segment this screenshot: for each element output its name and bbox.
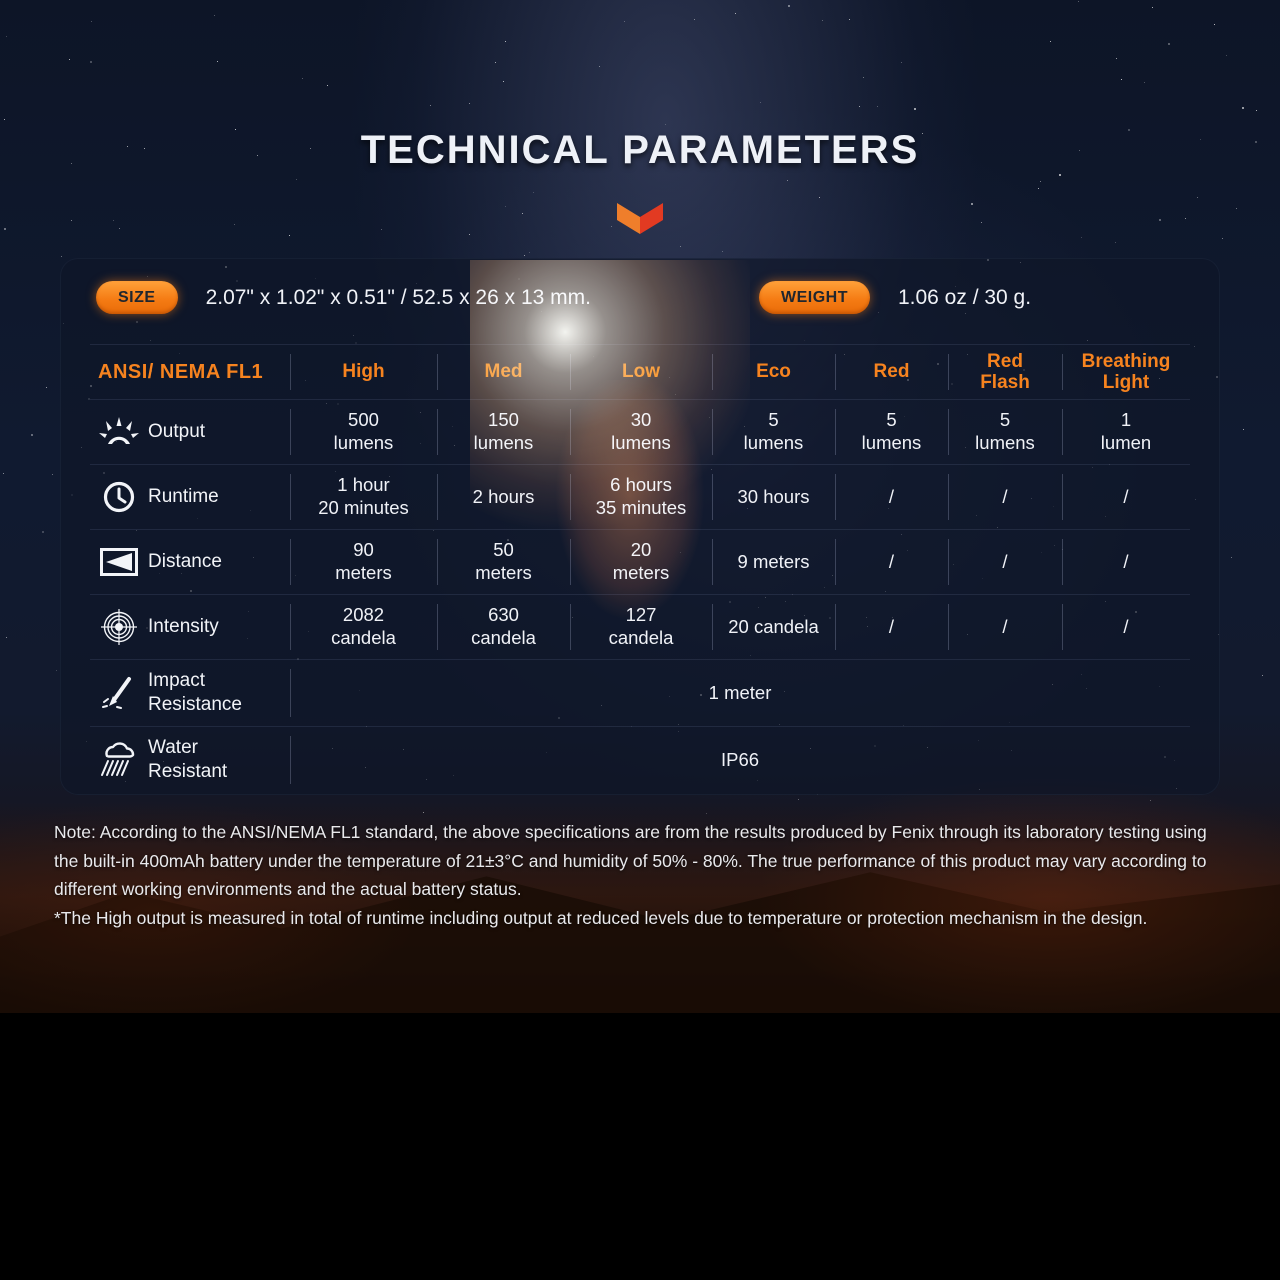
cell-runtime-high: 1 hour 20 minutes [290, 465, 437, 529]
row-header: Runtime [90, 465, 290, 529]
cell-intensity-low: 127 candela [570, 595, 712, 659]
cell-output-redflash: 5 lumens [948, 400, 1062, 464]
cell-distance-redflash: / [948, 530, 1062, 594]
row-label: Intensity [148, 616, 219, 638]
footnote-asterisk: *The High output is measured in total of… [54, 908, 1148, 929]
impact-icon [90, 676, 148, 710]
size-weight-row: SIZE 2.07" x 1.02" x 0.51" / 52.5 x 26 x… [60, 258, 1220, 314]
cell-output-med: 150 lumens [437, 400, 570, 464]
footnote-block: Note: According to the ANSI/NEMA FL1 sta… [54, 818, 1228, 933]
cell-output-low: 30 lumens [570, 400, 712, 464]
spec-panel: SIZE 2.07" x 1.02" x 0.51" / 52.5 x 26 x… [60, 258, 1220, 795]
cell-intensity-breathing: / [1062, 595, 1190, 659]
header-breathing-light: Breathing Light [1062, 345, 1190, 399]
sun-rays-icon [90, 417, 148, 447]
cell-intensity-red: / [835, 595, 948, 659]
stars-layer-2 [0, 0, 2, 2]
row-header: Output [90, 400, 290, 464]
bottom-black-bar [0, 1013, 1280, 1280]
header-low: Low [570, 345, 712, 399]
size-value: 2.07" x 1.02" x 0.51" / 52.5 x 26 x 13 m… [205, 285, 591, 309]
cell-distance-eco: 9 meters [712, 530, 835, 594]
table-row-output: Output 500 lumens 150 lumens 30 lumens 5… [90, 399, 1190, 464]
cell-distance-high: 90 meters [290, 530, 437, 594]
cell-runtime-med: 2 hours [437, 465, 570, 529]
clock-icon [90, 481, 148, 513]
row-label: Runtime [148, 486, 219, 508]
header-high: High [290, 345, 437, 399]
table-row-water-resistant: Water Resistant IP66 [90, 726, 1190, 793]
chevron-down-icon [617, 203, 663, 235]
row-header: Water Resistant [90, 727, 290, 793]
page-title: TECHNICAL PARAMETERS [360, 128, 920, 172]
cell-runtime-redflash: / [948, 465, 1062, 529]
cell-impact-value: 1 meter [290, 660, 1190, 726]
footnote-text: Note: According to the ANSI/NEMA FL1 sta… [54, 822, 1207, 900]
cell-distance-breathing: / [1062, 530, 1190, 594]
cell-output-breathing: 1 lumen [1062, 400, 1190, 464]
row-header: Distance [90, 530, 290, 594]
table-row-runtime: Runtime 1 hour 20 minutes 2 hours 6 hour… [90, 464, 1190, 529]
header-eco: Eco [712, 345, 835, 399]
cell-runtime-red: / [835, 465, 948, 529]
cell-output-high: 500 lumens [290, 400, 437, 464]
row-header: Intensity [90, 595, 290, 659]
size-badge: SIZE [96, 281, 178, 314]
cell-output-red: 5 lumens [835, 400, 948, 464]
cell-runtime-low: 6 hours 35 minutes [570, 465, 712, 529]
header-red: Red [835, 345, 948, 399]
cell-distance-red: / [835, 530, 948, 594]
rain-cloud-icon [90, 742, 148, 778]
table-header-row: ANSI/ NEMA FL1 High Med Low Eco Red Red … [90, 344, 1190, 399]
weight-value: 1.06 oz / 30 g. [897, 285, 1032, 309]
target-icon [90, 609, 148, 645]
table-row-distance: Distance 90 meters 50 meters 20 meters 9… [90, 529, 1190, 594]
header-red-flash: Red Flash [948, 345, 1062, 399]
row-header: Impact Resistance [90, 660, 290, 726]
header-standard: ANSI/ NEMA FL1 [98, 360, 264, 383]
rock-tint [0, 760, 1280, 1013]
row-label: Output [148, 421, 206, 443]
cell-runtime-breathing: / [1062, 465, 1190, 529]
row-label: Distance [148, 551, 222, 573]
cell-distance-low: 20 meters [570, 530, 712, 594]
cell-intensity-eco: 20 candela [712, 595, 835, 659]
cell-output-eco: 5 lumens [712, 400, 835, 464]
table-row-impact-resistance: Impact Resistance 1 meter [90, 659, 1190, 726]
table-row-intensity: Intensity 2082 candela 630 candela 127 c… [90, 594, 1190, 659]
spec-table: ANSI/ NEMA FL1 High Med Low Eco Red Red … [90, 344, 1190, 793]
cell-runtime-eco: 30 hours [712, 465, 835, 529]
beam-distance-icon [90, 548, 148, 576]
header-med: Med [437, 345, 570, 399]
cell-intensity-high: 2082 candela [290, 595, 437, 659]
row-label: Water Resistant [148, 737, 228, 782]
weight-badge: WEIGHT [758, 281, 870, 314]
cell-intensity-redflash: / [948, 595, 1062, 659]
cell-water-value: IP66 [290, 727, 1190, 793]
row-label: Impact Resistance [148, 670, 242, 715]
cell-distance-med: 50 meters [437, 530, 570, 594]
cell-intensity-med: 630 candela [437, 595, 570, 659]
